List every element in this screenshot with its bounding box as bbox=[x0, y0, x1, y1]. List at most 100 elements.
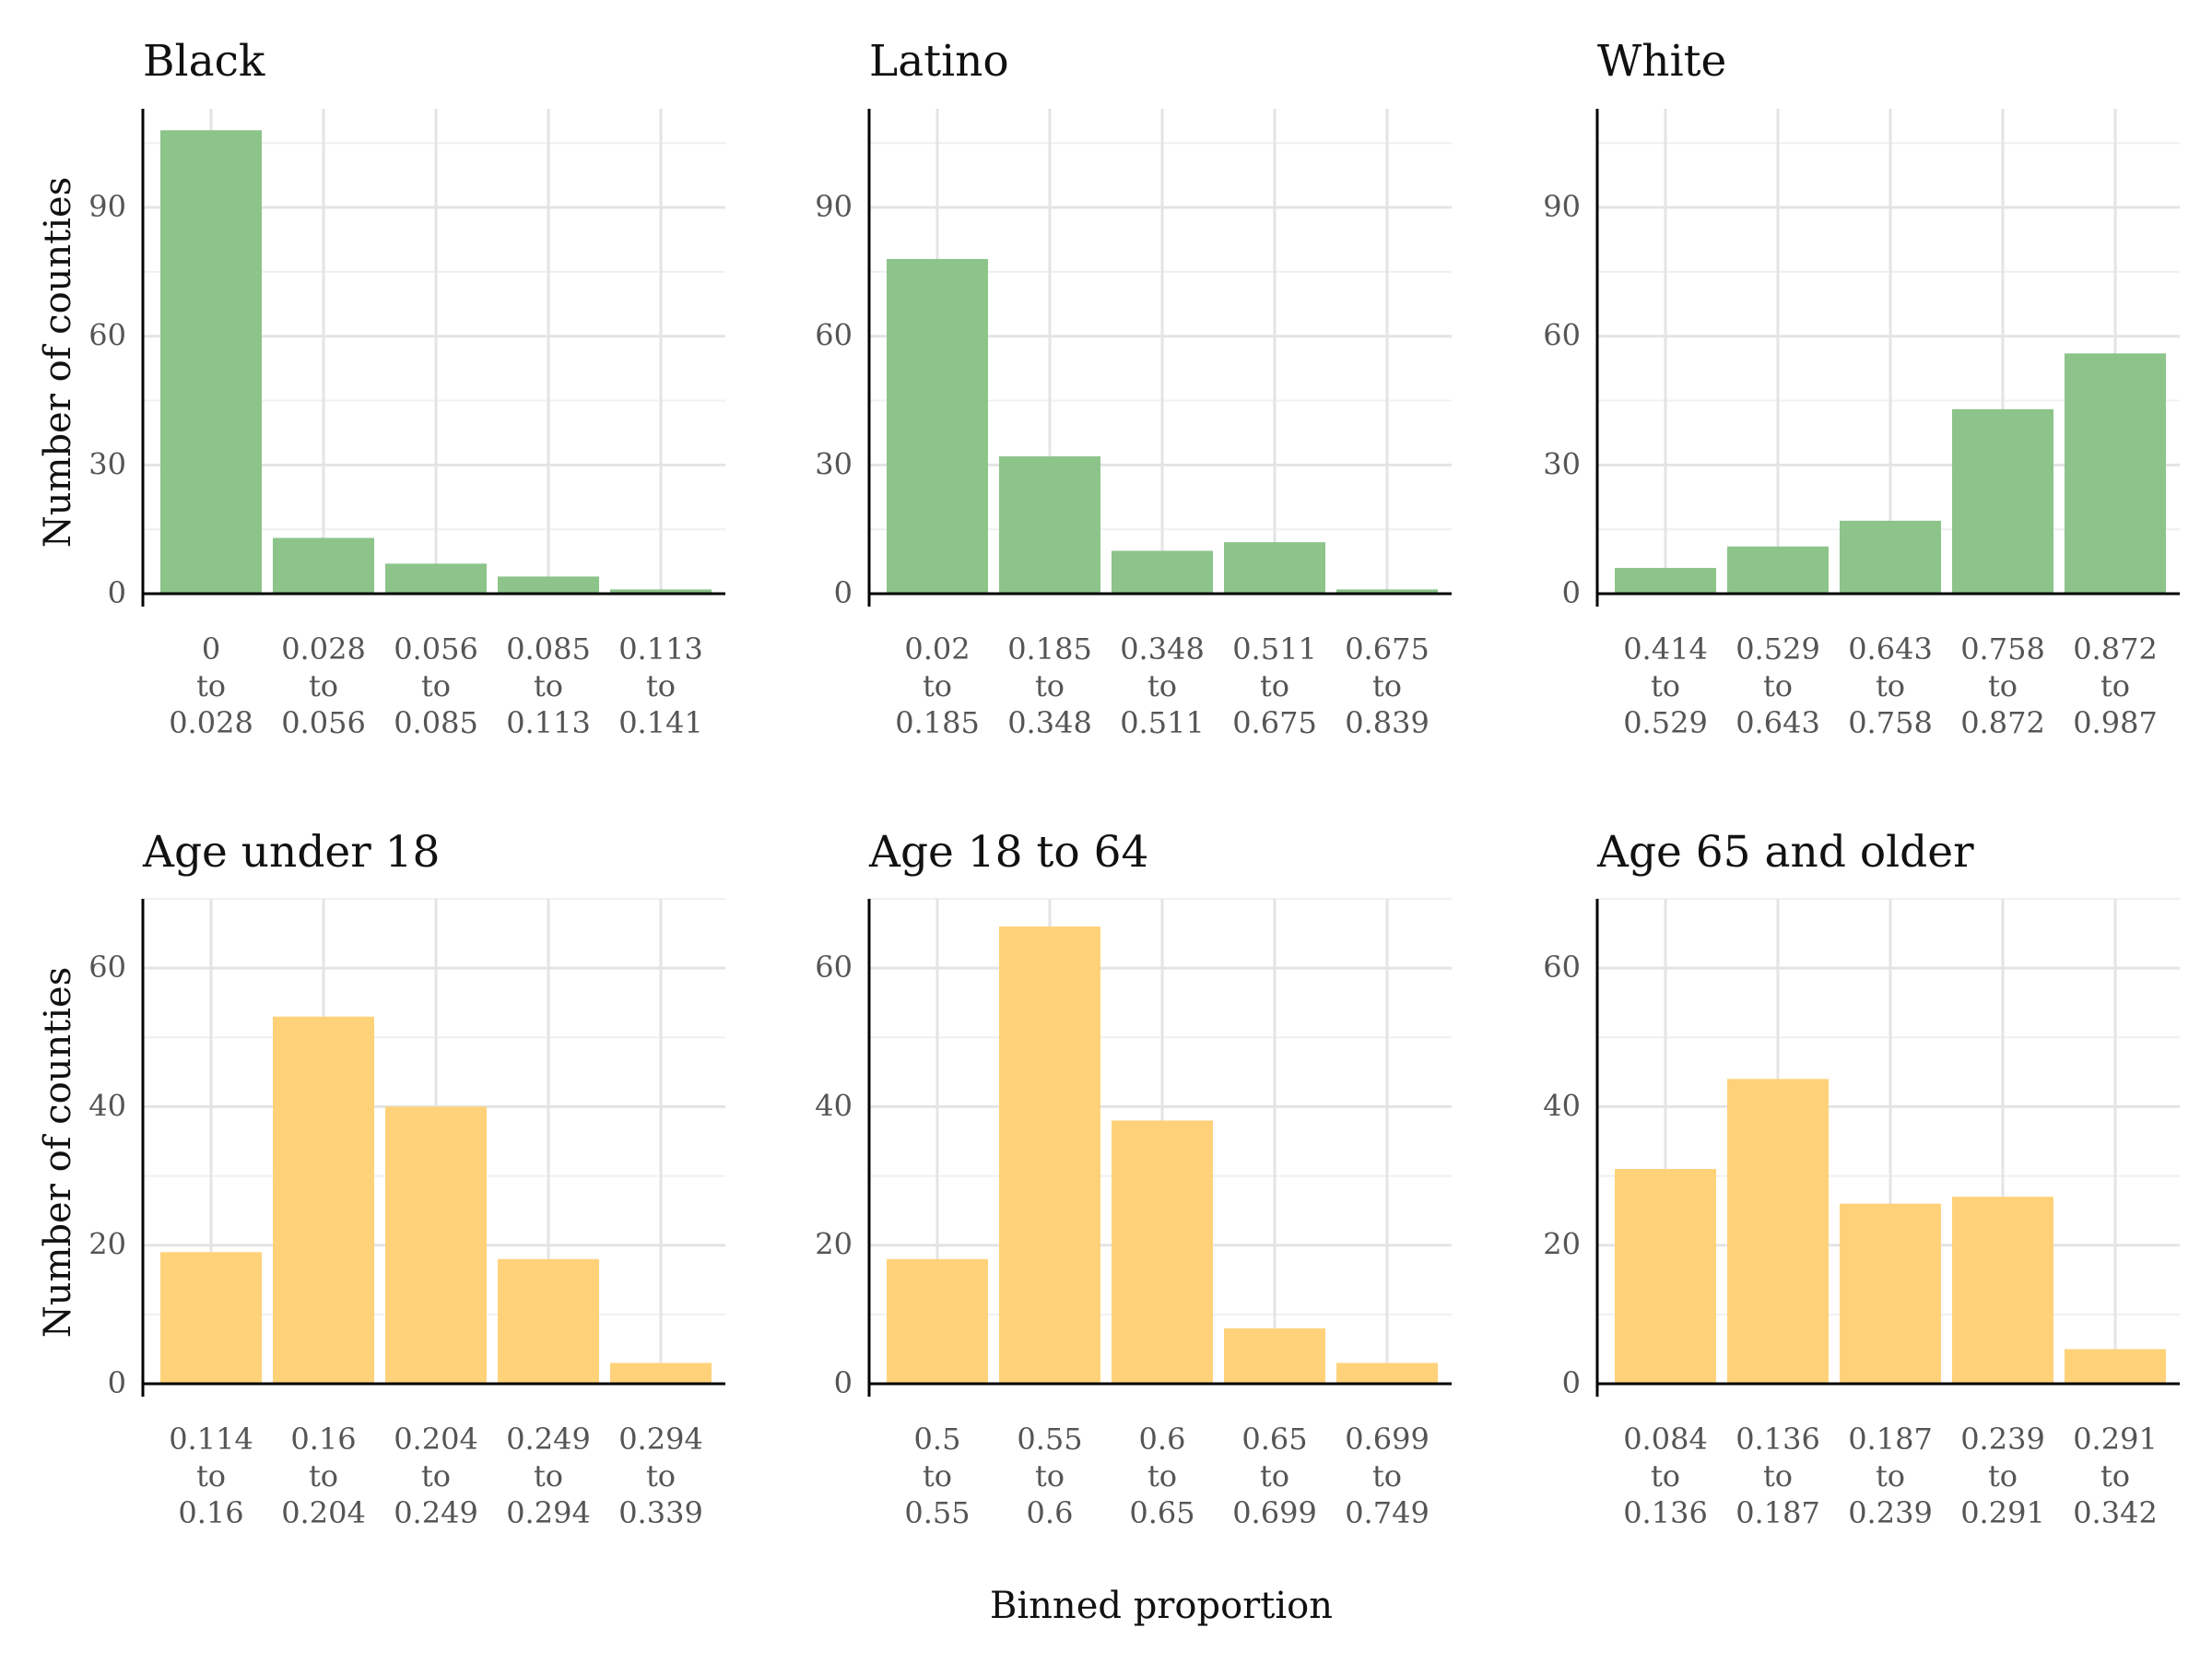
panel-title: Age 65 and older bbox=[1596, 827, 1974, 878]
histogram-bar bbox=[2065, 353, 2166, 594]
y-tick-label: 30 bbox=[815, 446, 853, 481]
histogram-bar bbox=[1112, 1120, 1213, 1384]
x-tick-label: 0.6 to 0.65 bbox=[1129, 1422, 1194, 1530]
x-tick-label: 0.114 to 0.16 bbox=[169, 1422, 253, 1530]
x-axis-title: Binned proportion bbox=[990, 1585, 1333, 1627]
y-axis-title-top: Number of counties bbox=[37, 177, 79, 548]
histogram-bar bbox=[160, 1252, 262, 1384]
x-tick-label: 0.249 to 0.294 bbox=[506, 1422, 591, 1530]
y-tick-label: 30 bbox=[88, 446, 126, 481]
histogram-bar bbox=[498, 1259, 599, 1384]
y-tick-label: 90 bbox=[1543, 189, 1581, 224]
y-tick-label: 0 bbox=[1562, 575, 1581, 610]
x-tick-label: 0.187 to 0.239 bbox=[1848, 1422, 1933, 1530]
y-tick-label: 20 bbox=[815, 1227, 853, 1262]
panel-title: Age 18 to 64 bbox=[868, 827, 1148, 878]
histogram-bar bbox=[1336, 1363, 1438, 1384]
y-tick-label: 20 bbox=[88, 1227, 126, 1262]
histogram-bar bbox=[887, 1259, 988, 1384]
x-tick-label: 0.55 to 0.6 bbox=[1017, 1422, 1082, 1530]
histogram-bar bbox=[1840, 521, 1941, 594]
x-tick-label: 0.511 to 0.675 bbox=[1232, 631, 1317, 740]
x-tick-label: 0.675 to 0.839 bbox=[1345, 631, 1430, 740]
histogram-bar bbox=[999, 926, 1100, 1384]
panel-5: Age 18 to 64 0 20 40 60 0.5 to 0.55 0.55 to 0.6 0.6… bbox=[815, 827, 1452, 1530]
panel-title: Black bbox=[143, 36, 265, 87]
histogram-bar bbox=[999, 456, 1100, 594]
histogram-bar bbox=[887, 259, 988, 594]
x-tick-label: 0.204 to 0.249 bbox=[394, 1422, 478, 1530]
y-tick-label: 60 bbox=[88, 950, 126, 985]
y-tick-label: 60 bbox=[1543, 318, 1581, 353]
y-tick-label: 60 bbox=[815, 318, 853, 353]
histogram-bar bbox=[1615, 1169, 1716, 1384]
y-tick-label: 30 bbox=[1543, 446, 1581, 481]
histogram-bar bbox=[610, 1363, 712, 1384]
panel-title: Latino bbox=[869, 36, 1009, 87]
y-tick-label: 0 bbox=[834, 575, 853, 610]
histogram-bar bbox=[1727, 547, 1829, 594]
panel-6: Age 65 and older 0 20 40 60 0.084 to 0.136 0.136… bbox=[1543, 827, 2180, 1530]
y-tick-label: 0 bbox=[1562, 1365, 1581, 1400]
histogram-bar bbox=[1952, 1197, 2053, 1384]
y-tick-label: 60 bbox=[815, 950, 853, 985]
x-tick-label: 0.758 to 0.872 bbox=[1960, 631, 2045, 740]
panel-2: Latino 0 30 60 90 0.02 to 0.185 0.185 to 0.348 0.34… bbox=[815, 36, 1452, 740]
x-tick-label: 0.699 to 0.749 bbox=[1345, 1422, 1430, 1530]
x-tick-label: 0.136 to 0.187 bbox=[1735, 1422, 1820, 1530]
y-tick-label: 20 bbox=[1543, 1227, 1581, 1262]
histogram-bar bbox=[385, 563, 487, 594]
histogram-bar bbox=[1224, 542, 1325, 594]
panel-title: Age under 18 bbox=[142, 827, 440, 878]
x-tick-label: 0.294 to 0.339 bbox=[618, 1422, 703, 1530]
x-tick-label: 0.291 to 0.342 bbox=[2073, 1422, 2158, 1530]
histogram-bar bbox=[498, 576, 599, 594]
x-tick-label: 0.028 to 0.056 bbox=[281, 631, 366, 740]
x-tick-label: 0.02 to 0.185 bbox=[895, 631, 980, 740]
histogram-bar bbox=[273, 537, 374, 594]
panel-1: Black 0 30 60 90 0 to 0.028 0.028 to 0.056 0.056 to 0… bbox=[88, 36, 725, 740]
x-tick-label: 0.239 to 0.291 bbox=[1960, 1422, 2045, 1530]
histogram-bar bbox=[385, 1106, 487, 1384]
x-tick-label: 0.872 to 0.987 bbox=[2073, 631, 2158, 740]
x-tick-label: 0.056 to 0.085 bbox=[394, 631, 478, 740]
x-tick-label: 0.643 to 0.758 bbox=[1848, 631, 1933, 740]
y-tick-label: 90 bbox=[815, 189, 853, 224]
x-tick-label: 0.65 to 0.699 bbox=[1232, 1422, 1317, 1530]
y-axis-title-bottom: Number of counties bbox=[37, 967, 79, 1338]
histogram-bar bbox=[160, 130, 262, 594]
histogram-bar bbox=[1112, 550, 1213, 594]
histogram-bar bbox=[1727, 1079, 1829, 1384]
x-tick-label: 0.185 to 0.348 bbox=[1007, 631, 1092, 740]
y-tick-label: 0 bbox=[108, 575, 126, 610]
x-tick-label: 0.5 to 0.55 bbox=[904, 1422, 970, 1530]
y-tick-label: 40 bbox=[815, 1088, 853, 1123]
x-tick-label: 0.16 to 0.204 bbox=[281, 1422, 366, 1530]
x-tick-label: 0.348 to 0.511 bbox=[1120, 631, 1205, 740]
histogram-bar bbox=[1224, 1328, 1325, 1384]
panel-title: White bbox=[1597, 36, 1726, 87]
histogram-bar bbox=[1615, 568, 1716, 594]
panels-layer: Black 0 30 60 90 0 to 0.028 0.028 to 0.056 0.056 to 0… bbox=[88, 36, 2180, 1530]
histogram-bar bbox=[273, 1017, 374, 1384]
histogram-bar bbox=[1840, 1204, 1941, 1384]
y-tick-label: 0 bbox=[108, 1365, 126, 1400]
histogram-bar bbox=[1952, 409, 2053, 594]
x-tick-label: 0.529 to 0.643 bbox=[1735, 631, 1820, 740]
x-tick-label: 0.113 to 0.141 bbox=[618, 631, 703, 740]
x-tick-label: 0.414 to 0.529 bbox=[1623, 631, 1708, 740]
y-tick-label: 90 bbox=[88, 189, 126, 224]
y-tick-label: 40 bbox=[88, 1088, 126, 1123]
y-tick-label: 60 bbox=[1543, 950, 1581, 985]
y-tick-label: 0 bbox=[834, 1365, 853, 1400]
x-tick-label: 0.084 to 0.136 bbox=[1623, 1422, 1708, 1530]
y-tick-label: 40 bbox=[1543, 1088, 1581, 1123]
x-tick-label: 0 to 0.028 bbox=[169, 631, 253, 740]
panel-3: White 0 30 60 90 0.414 to 0.529 0.529 to 0.643 0.64… bbox=[1543, 36, 2180, 740]
y-tick-label: 60 bbox=[88, 318, 126, 353]
x-tick-label: 0.085 to 0.113 bbox=[506, 631, 591, 740]
panel-4: Age under 18 0 20 40 60 0.114 to 0.16 0.16 to 0.20… bbox=[88, 827, 725, 1530]
histogram-bar bbox=[2065, 1349, 2166, 1384]
